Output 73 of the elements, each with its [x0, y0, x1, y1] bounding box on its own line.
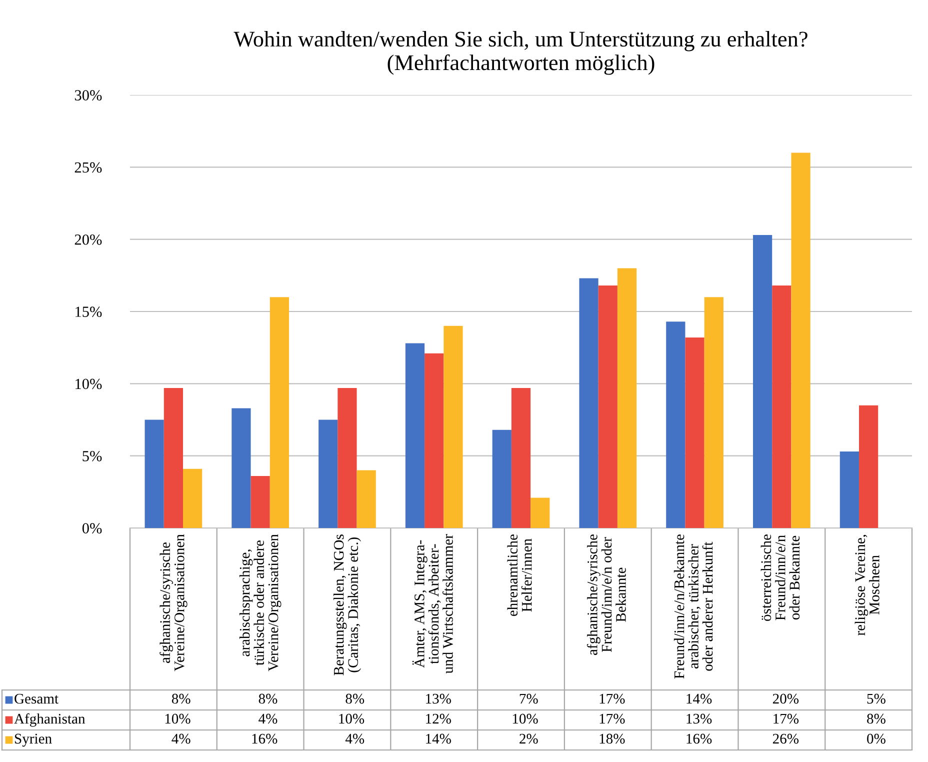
x-tick-label: Ämter, AMS, Integra- tionsfonds, Arbeiter- und Wirtschaftskammer [412, 534, 453, 674]
bar [183, 468, 202, 528]
bar [250, 476, 270, 528]
data-label: 10% [512, 714, 538, 724]
bar [840, 452, 859, 528]
bar [791, 152, 810, 528]
bar [598, 286, 618, 528]
x-tick-label: arabischsprachige, türkische oder andere Vereine/Organisationen [239, 534, 282, 672]
bar [405, 343, 425, 528]
data-label: 8% [172, 694, 190, 704]
data-label: 7% [520, 694, 538, 704]
data-label: 4% [345, 734, 364, 744]
data-label: 13% [426, 694, 451, 704]
y-tick-label: 0% [82, 523, 102, 534]
x-tick-label: afghanische/syrische Vereine/Organisationen [160, 534, 188, 672]
y-tick-label: 15% [76, 306, 102, 317]
bar [356, 470, 376, 528]
x-tick-label: Freund/inn/e/n/Bekannte arabischer, türkischer oder anderer Herkunft [674, 534, 713, 679]
bar [752, 235, 772, 528]
bar [232, 408, 251, 528]
data-label: 10% [339, 714, 364, 724]
bar [579, 278, 598, 528]
legend-label: Syrien [14, 734, 52, 747]
y-tick-label: 5% [82, 450, 102, 462]
x-tick-label: österreichische Freund/inn/e/n oder Bekannte [760, 534, 800, 621]
chart-title: Wohin wandten/wenden Sie sich, um Unterstützung zu erhalten? (Mehrfachantworten möglich) [234, 31, 808, 75]
y-tick-label: 20% [74, 234, 102, 245]
data-label: 17% [774, 714, 799, 724]
bar [144, 420, 164, 528]
data-label: 8% [346, 694, 364, 704]
data-label: 16% [686, 734, 712, 744]
data-label: 16% [252, 734, 278, 744]
bar [338, 388, 357, 528]
data-label: 13% [686, 714, 712, 724]
bar [530, 498, 550, 528]
bar [492, 430, 512, 528]
bar [270, 297, 290, 528]
bar [164, 388, 183, 528]
data-label: 4% [258, 714, 278, 724]
bar [318, 420, 338, 528]
legend-label: Afghanistan [14, 713, 86, 727]
data-label: 17% [600, 694, 625, 704]
data-label: 17% [600, 714, 625, 724]
x-tick-label: religiöse Vereine, Moscheen [854, 534, 880, 636]
y-tick-label: 10% [76, 378, 102, 390]
bar [444, 326, 463, 528]
bar [704, 297, 724, 528]
legend-label: Gesamt [14, 694, 58, 704]
bar [859, 405, 878, 528]
x-tick-label: afghanische/syrische Freund/inn/e/n oder Bekannte [586, 534, 626, 655]
bar [666, 322, 686, 528]
data-label: 0% [867, 734, 886, 744]
data-label: 10% [165, 714, 190, 724]
x-tick-label: ehrenamtliche Helfer/innen [507, 534, 532, 616]
data-label: 4% [172, 734, 190, 744]
bar [617, 268, 637, 528]
x-tick-label: Beratungsstellen, NGOs (Caritas, Diakonie etc.) [333, 534, 361, 676]
data-label: 5% [867, 694, 886, 704]
data-label: 14% [426, 734, 451, 744]
data-label: 20% [772, 694, 799, 704]
y-tick-label: 30% [74, 90, 102, 100]
data-label: 8% [867, 714, 886, 724]
data-label: 8% [258, 694, 278, 704]
data-label: 14% [686, 694, 712, 704]
data-label: 26% [772, 734, 799, 744]
bar [685, 337, 704, 528]
bar [424, 353, 444, 528]
data-label: 12% [426, 714, 451, 724]
data-label: 2% [520, 734, 538, 744]
bar [511, 388, 531, 528]
bar [772, 286, 792, 528]
data-label: 18% [600, 734, 625, 744]
y-tick-label: 25% [74, 162, 102, 173]
